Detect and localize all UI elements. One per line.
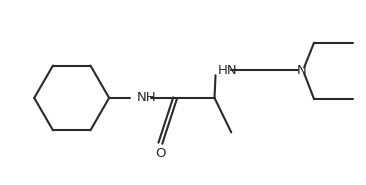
Text: N: N — [296, 64, 306, 77]
Text: HN: HN — [217, 64, 237, 77]
Text: O: O — [155, 147, 165, 160]
Text: NH: NH — [137, 91, 156, 104]
